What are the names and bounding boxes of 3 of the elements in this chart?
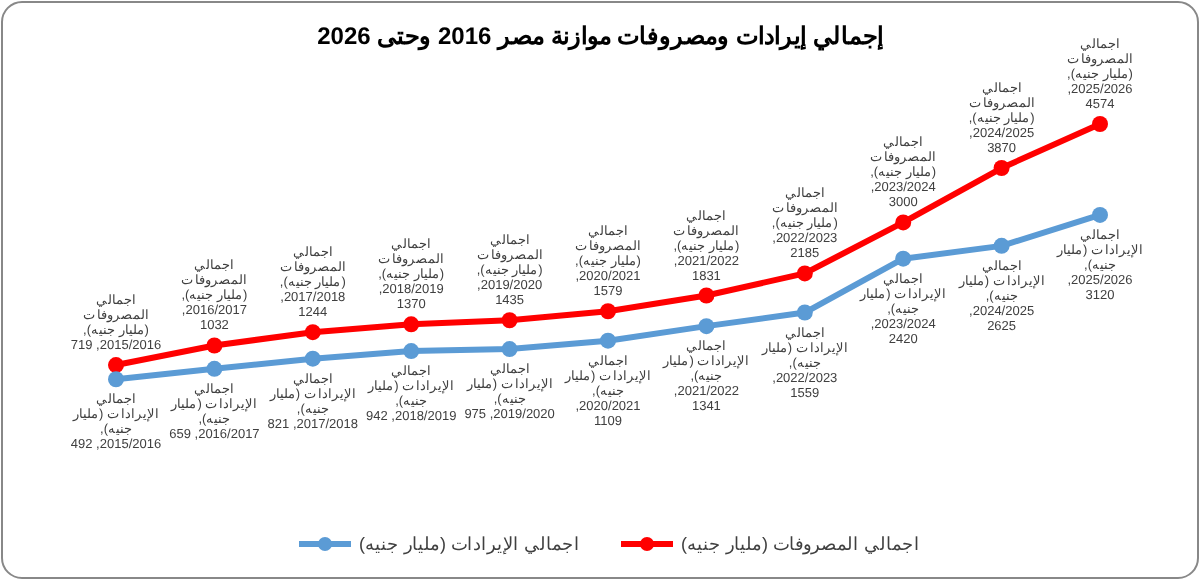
legend-label: اجمالي المصروفات (مليار جنيه) — [681, 534, 920, 556]
title: إجمالي إيرادات ومصروفات موازنة مصر 2016 وحتى 2026 — [317, 22, 883, 50]
legend-label: اجمالي الإيرادات (مليار جنيه) — [359, 534, 580, 556]
